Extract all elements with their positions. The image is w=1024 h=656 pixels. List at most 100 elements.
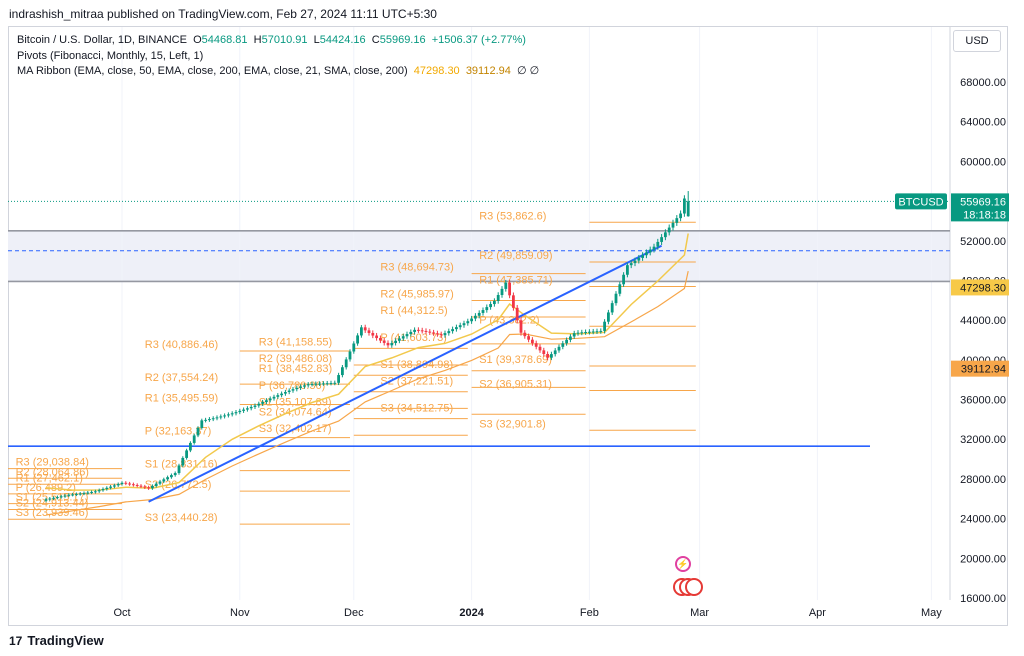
pivot-label: S3 (23,440.28) bbox=[145, 512, 218, 524]
legend-na-glyphs: ∅ ∅ bbox=[517, 65, 540, 77]
candle-body bbox=[322, 383, 325, 385]
legend-low-label: L bbox=[313, 34, 320, 46]
pivot-label: S2 (24,913.44) bbox=[16, 498, 89, 510]
legend-pivots[interactable]: Pivots (Fibonacci, Monthly, 15, Left, 1) bbox=[17, 49, 204, 62]
legend-low: 54424.16 bbox=[319, 34, 366, 46]
candle-body bbox=[569, 336, 572, 340]
pivot-label: R3 (29,038.84) bbox=[16, 457, 89, 469]
legend-ma-value-2: 39112.94 bbox=[465, 65, 511, 77]
candle-body bbox=[78, 493, 82, 495]
candle-body bbox=[481, 310, 485, 313]
candle-body bbox=[420, 330, 424, 332]
candle-body bbox=[75, 494, 78, 496]
candle-body bbox=[124, 482, 128, 484]
candle-body bbox=[671, 222, 675, 228]
candle-body bbox=[230, 413, 234, 415]
candle-body bbox=[215, 417, 219, 419]
candle-body bbox=[170, 475, 173, 478]
candle-body bbox=[436, 333, 439, 335]
candle-body bbox=[158, 481, 162, 484]
tradingview-brand: TradingView bbox=[27, 633, 104, 648]
legend-ma-ribbon[interactable]: MA Ribbon (EMA, close, 50, EMA, close, 2… bbox=[17, 65, 408, 77]
candle-body bbox=[223, 415, 226, 417]
x-tick-label: 2024 bbox=[459, 607, 484, 619]
candle-body bbox=[614, 293, 618, 304]
candle-body bbox=[508, 282, 511, 296]
candle-body bbox=[86, 492, 90, 494]
candle-body bbox=[143, 486, 147, 488]
candle-body bbox=[341, 367, 344, 376]
y-tick-label: 16000.00 bbox=[960, 593, 1006, 605]
candle-body bbox=[531, 339, 534, 344]
pivot-label: R1 (27,462.1) bbox=[16, 472, 83, 484]
candle-body bbox=[67, 494, 71, 496]
legend-change: +1506.37 (+2.77%) bbox=[431, 34, 526, 46]
candle-body bbox=[591, 331, 595, 333]
candle-body bbox=[154, 483, 158, 486]
candle-body bbox=[94, 491, 97, 493]
pivot-label: S1 (25,515.17) bbox=[16, 492, 89, 504]
candle-body bbox=[162, 479, 166, 482]
ma-slow-line bbox=[45, 270, 689, 516]
candle-body bbox=[337, 375, 340, 383]
candle-body bbox=[447, 331, 451, 334]
pivot-label: S3 (32,901.8) bbox=[479, 418, 546, 430]
candle-body bbox=[660, 237, 663, 242]
candle-body bbox=[561, 343, 565, 347]
pivot-label: R2 (45,985.97) bbox=[380, 288, 453, 300]
candle-body bbox=[523, 332, 527, 337]
pivot-label: S2 (37,221.51) bbox=[380, 375, 453, 387]
candle-body bbox=[424, 330, 428, 332]
candle-body bbox=[356, 335, 359, 344]
candle-body bbox=[652, 246, 656, 250]
candle-body bbox=[109, 486, 112, 488]
candle-body bbox=[405, 334, 409, 337]
legend-symbol[interactable]: Bitcoin / U.S. Dollar, 1D, BINANCE bbox=[17, 34, 187, 46]
candle-body bbox=[318, 383, 321, 385]
y-tick-label: 68000.00 bbox=[960, 77, 1006, 89]
candle-body bbox=[633, 260, 637, 264]
candle-body bbox=[398, 338, 401, 341]
candle-body bbox=[371, 332, 375, 336]
candle-body bbox=[584, 332, 587, 334]
candle-body bbox=[185, 450, 188, 458]
symbol-tag: BTCUSD bbox=[898, 196, 943, 208]
ma-tag: 39112.94 bbox=[961, 364, 1006, 376]
candle-body bbox=[280, 393, 283, 396]
x-tick-label: May bbox=[921, 607, 942, 619]
pivot-label: S2 (34,074.64) bbox=[259, 407, 332, 419]
x-tick-label: Nov bbox=[230, 607, 250, 619]
legend-open-label: O bbox=[193, 34, 202, 46]
us-flag-events-icon[interactable] bbox=[673, 578, 703, 596]
candle-body bbox=[626, 265, 629, 275]
ma-tag: 47298.30 bbox=[960, 282, 1006, 294]
x-tick-label: Apr bbox=[809, 607, 826, 619]
candle-body bbox=[550, 354, 553, 358]
candle-body bbox=[527, 336, 530, 340]
candle-body bbox=[333, 382, 337, 384]
candle-body bbox=[607, 312, 610, 322]
candle-body bbox=[352, 343, 356, 352]
candle-body bbox=[200, 420, 204, 428]
candle-body bbox=[595, 331, 599, 333]
y-tick-label: 20000.00 bbox=[960, 553, 1006, 565]
candle-body bbox=[504, 282, 508, 289]
pivot-label: S1 (39,378.69) bbox=[479, 354, 552, 366]
countdown-tag: 18:18:18 bbox=[963, 209, 1006, 221]
candle-body bbox=[645, 252, 648, 256]
candle-body bbox=[253, 405, 257, 407]
candle-body bbox=[128, 483, 131, 485]
y-tick-label: 24000.00 bbox=[960, 514, 1006, 526]
candle-body bbox=[82, 493, 86, 495]
candle-body bbox=[90, 491, 93, 493]
candle-body bbox=[211, 418, 215, 420]
pivot-label: R2 (49,859.09) bbox=[479, 250, 552, 262]
candle-body bbox=[553, 350, 557, 355]
event-icon[interactable]: ⚡ bbox=[675, 556, 691, 572]
chart-frame bbox=[8, 26, 1008, 626]
currency-button[interactable]: USD bbox=[953, 30, 1001, 52]
tradingview-logo[interactable]: 17 TradingView bbox=[9, 633, 104, 648]
pivot-label: R1 (38,452.83) bbox=[259, 363, 332, 375]
candle-body bbox=[299, 386, 302, 388]
